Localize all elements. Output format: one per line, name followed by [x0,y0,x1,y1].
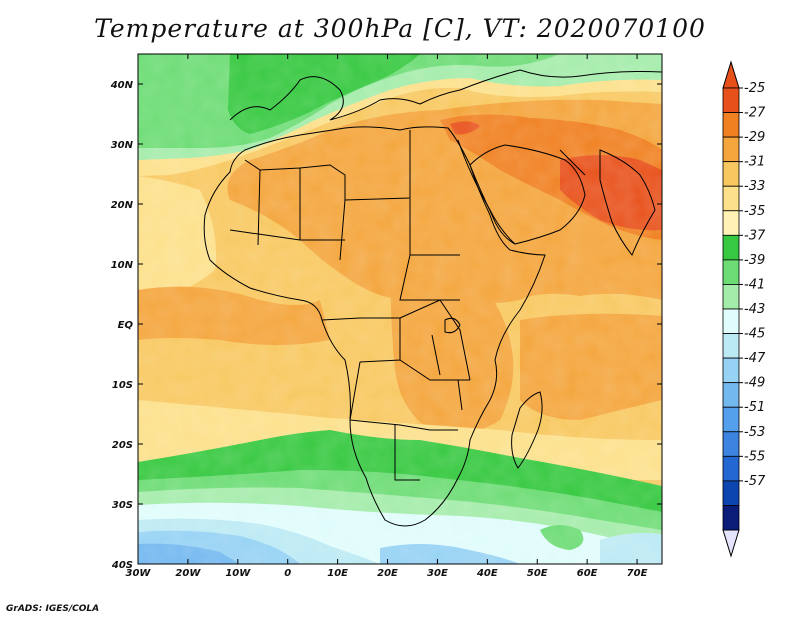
colorbar-swatch [722,112,740,138]
colorbar-bottom-arrow [722,529,740,558]
india-outline [599,149,656,256]
lon-tick-label: 20W [175,568,201,579]
lat-tick-label: 40S [111,560,133,571]
colorbar-label: -53 [744,425,765,440]
colorbar-swatch [722,406,740,433]
credit-text: GrADS: IGES/COLA [6,604,100,614]
lon-tick-label: 20E [377,568,398,579]
colorbar-label: -33 [744,179,765,194]
colorbar-swatch [722,357,740,384]
colorbar-label: -37 [744,228,766,243]
africa-outline [203,126,546,527]
colorbar-swatch [722,455,740,482]
lat-tick-label: 20N [111,200,134,211]
temperature-field [138,54,662,564]
lon-tick-label: 40E [476,568,498,579]
lon-tick-label: 10W [225,568,251,579]
arabia-outline [469,144,586,245]
coastlines-and-borders [203,69,662,527]
lat-tick-label: 30N [111,140,134,151]
europe-outline [229,69,662,121]
colorbar-label: -39 [744,253,765,268]
lon-tick-label: 50E [527,568,548,579]
border-sahara [229,130,460,301]
colorbar-swatch [722,431,740,457]
colorbar-label: -29 [744,130,765,145]
colorbar-label: -43 [744,302,765,317]
lon-tick-label: 30E [427,568,448,579]
colorbar: -25 -27 -29 -31 -33 -35 -37 -39 -41 -43 -45 -47 -49 -… [722,60,766,558]
lon-tick-label: 70E [627,568,648,579]
colorbar-swatch [722,382,740,408]
colorbar-swatch [722,136,740,163]
colorbar-label: -55 [744,449,765,464]
lat-tick-label: 40N [110,80,134,91]
colorbar-top-arrow [722,60,740,89]
colorbar-label: -45 [744,327,765,342]
lon-tick-label: 60E [577,568,598,579]
colorbar-swatch [722,234,740,261]
colorbar-swatch [722,210,740,236]
colorbar-label: -27 [744,106,766,121]
colorbar-label: -31 [744,155,765,170]
lake-tanganyika [431,334,441,376]
colorbar-swatch [722,161,740,187]
colorbar-label: -51 [744,400,765,415]
lat-tick-label: 10N [111,260,134,271]
colorbar-swatch [722,480,740,506]
lake-victoria [444,317,461,334]
red-sea-line [457,139,516,245]
lon-tick-label: 0 [284,568,291,579]
lat-tick-label: EQ [118,320,134,331]
lat-tick-label: 30S [112,500,133,511]
lon-tick-label: 10E [327,568,348,579]
colorbar-label: -49 [744,376,765,391]
colorbar-swatch [722,259,740,285]
map-title: Temperature at 300hPa [C], VT: 202007010… [94,14,706,43]
colorbar-label: -41 [744,277,765,292]
map-frame [137,53,663,565]
colorbar-label: -47 [744,351,766,366]
madagascar-outline [511,391,543,469]
colorbar-swatch [722,333,740,359]
lon-tick-label: 30W [126,568,152,579]
colorbar-label: -57 [744,474,766,489]
colorbar-label: -35 [744,204,765,219]
lat-tick-label: 20S [112,440,133,451]
lat-tick-label: 10S [112,380,133,391]
colorbar-swatch [722,87,740,113]
axis-ticks: 30W 20W 10W 0 10E 20E 30E 40E 50E 60E 70E 40N 30N 20N… [110,54,662,579]
colorbar-swatch [722,308,740,334]
colorbar-swatch [722,505,740,531]
colorbar-label: -25 [744,81,765,96]
colorbar-swatch [722,284,740,310]
lake-malawi [457,379,463,411]
persian-gulf-line [559,149,586,176]
colorbar-swatch [722,185,740,212]
border-central [321,299,471,481]
